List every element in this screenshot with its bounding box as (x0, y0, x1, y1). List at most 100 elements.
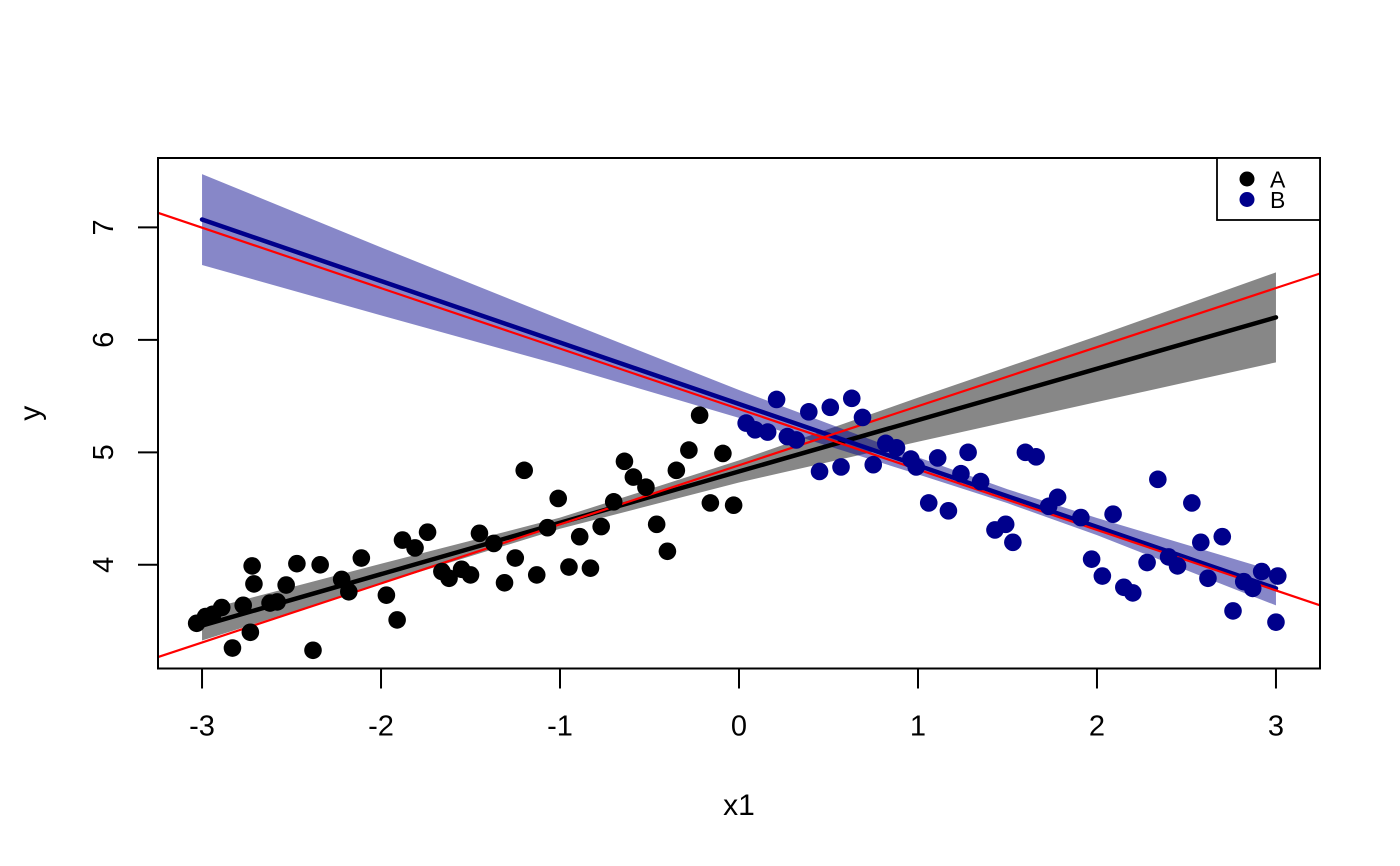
point-B (939, 502, 958, 520)
point-A (223, 639, 242, 657)
point-A (470, 524, 489, 543)
point-A (352, 549, 371, 567)
B-fit-line (199, 217, 1279, 591)
point-A (268, 593, 287, 611)
point-B (832, 458, 850, 476)
point-A (690, 406, 709, 425)
point-B (1149, 470, 1167, 489)
point-B (1267, 613, 1285, 631)
point-A (714, 444, 732, 463)
point-A (304, 641, 322, 660)
y-axis-tick-label: 4 (88, 557, 120, 573)
x-axis-tick-label: 1 (910, 711, 926, 743)
point-A (570, 527, 589, 546)
point-B (1243, 579, 1262, 598)
point-B (1104, 505, 1122, 523)
y-axis-tick-label: 6 (88, 332, 120, 348)
point-A (527, 566, 546, 584)
point-A (592, 517, 610, 536)
x-axis-tick-label: -1 (547, 711, 573, 743)
point-A (549, 489, 568, 508)
point-B (800, 403, 818, 421)
y-axis-tick-label: 5 (88, 444, 120, 460)
point-B (1199, 569, 1217, 588)
point-B (952, 464, 970, 483)
point-A (406, 539, 424, 557)
point-B (758, 423, 777, 441)
point-A (393, 531, 412, 549)
point-A (581, 559, 600, 577)
point-B (1183, 494, 1201, 512)
point-A (538, 518, 557, 537)
point-A (667, 461, 686, 480)
x-axis-tick-label: 2 (1089, 711, 1105, 743)
point-B (821, 398, 840, 417)
point-A (440, 569, 458, 588)
point-A (245, 575, 263, 593)
plot-border (157, 157, 1321, 670)
point-B (810, 462, 829, 481)
point-A (560, 558, 578, 576)
y-axis-tick-label: 7 (88, 219, 120, 235)
point-B (887, 439, 906, 457)
point-A (506, 549, 525, 567)
point-A (637, 478, 655, 496)
point-B (767, 390, 786, 409)
x-axis-tick-label: -3 (189, 711, 215, 743)
point-B (928, 449, 947, 467)
point-A (340, 582, 358, 601)
x-axis-tick-label: 3 (1268, 711, 1284, 743)
point-A (388, 611, 406, 629)
legend-marker-B (1239, 192, 1255, 207)
point-B (1213, 527, 1232, 546)
legend-label-A: A (1270, 167, 1286, 193)
point-B (1027, 448, 1045, 466)
point-B (996, 515, 1015, 534)
point-B (1191, 533, 1210, 552)
point-B (1252, 562, 1271, 581)
point-A (615, 452, 634, 471)
point-A (243, 557, 261, 575)
point-A (701, 494, 720, 512)
A-fit-line (199, 315, 1279, 628)
point-A (234, 596, 252, 615)
legend-marker-A (1239, 171, 1255, 187)
point-A (495, 573, 514, 592)
point-A (418, 523, 437, 541)
point-B (787, 431, 806, 449)
x-axis-title: x1 (723, 789, 755, 822)
point-A (241, 623, 260, 642)
point-B (853, 408, 872, 427)
point-B (1072, 508, 1090, 527)
point-B (1093, 567, 1112, 585)
true-line-down (157, 211, 1321, 607)
point-A (680, 441, 698, 459)
point-B (1268, 567, 1287, 585)
point-B (919, 494, 938, 512)
point-B (1123, 584, 1142, 602)
point-B (1224, 602, 1242, 620)
x-axis-tick-label: 0 (731, 711, 747, 743)
point-B (959, 443, 977, 462)
point-B (1004, 533, 1022, 552)
legend-label-B: B (1270, 187, 1285, 213)
point-A (658, 542, 677, 561)
y-axis-title: y (14, 406, 47, 421)
point-A (212, 598, 231, 617)
point-A (277, 576, 295, 594)
point-B (907, 458, 925, 476)
point-A (484, 534, 503, 553)
point-A (311, 556, 329, 574)
point-B (842, 389, 861, 408)
point-B (1048, 488, 1067, 507)
point-A (647, 515, 666, 534)
point-A (461, 566, 480, 584)
point-A (515, 461, 534, 480)
point-A (377, 586, 396, 604)
point-A (724, 496, 743, 514)
point-B (971, 472, 990, 491)
point-A (604, 493, 623, 511)
